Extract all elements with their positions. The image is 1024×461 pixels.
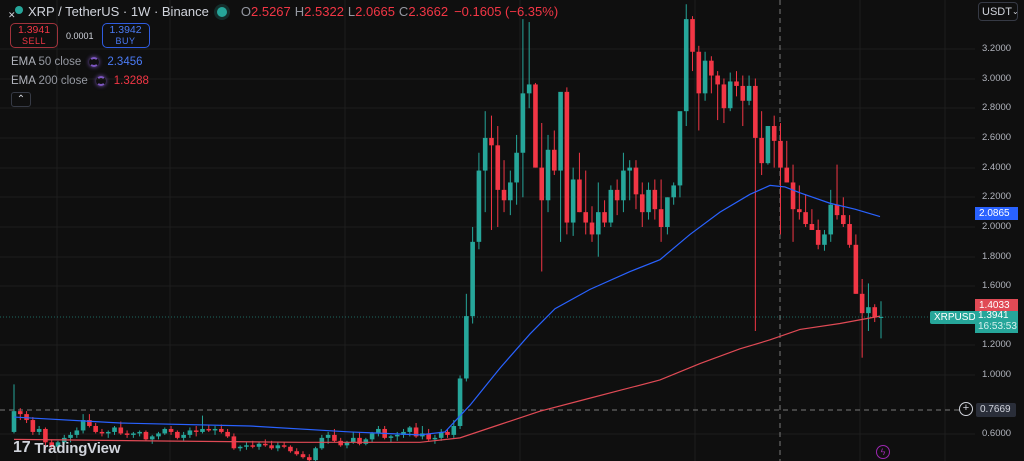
price-axis-label: 1.2000 — [982, 339, 1012, 350]
price-axis-label: 2.2000 — [982, 191, 1012, 202]
price-axis-label: 2.4000 — [982, 162, 1012, 173]
price-axis-label: 1.6000 — [982, 280, 1012, 291]
bar-countdown: 16:53:53 — [978, 320, 1017, 332]
price-axis-label: 1.0000 — [982, 369, 1012, 380]
indicator-ema200[interactable]: EMA 200 close 1.3288 — [11, 75, 149, 87]
ema200-line — [13, 315, 881, 443]
chevron-down-icon: ⌄ — [1011, 7, 1019, 16]
crosshair-price-tag: 0.7669 — [976, 403, 1016, 417]
lightning-icon[interactable]: ϟ — [876, 445, 890, 459]
indicator-value: 1.3288 — [113, 75, 149, 87]
symbol-legend: ✕ XRP / TetherUS · 1W · Binance O 2.5267 … — [8, 4, 559, 21]
indicator-name: EMA 200 close — [11, 75, 88, 87]
loading-loop-icon — [89, 57, 100, 67]
currency-label: USDT — [982, 5, 1012, 18]
price-axis-label: 2.0000 — [982, 221, 1012, 232]
sell-button[interactable]: 1.3941 SELL — [10, 23, 58, 48]
trade-panel: 1.3941 SELL 0.0001 1.3942 BUY — [10, 23, 150, 48]
watermark-text: TradingView — [34, 439, 121, 457]
indicator-value: 2.3456 — [107, 56, 143, 68]
price-axis-label: 0.6000 — [982, 428, 1012, 439]
buy-button[interactable]: 1.3942 BUY — [101, 23, 150, 48]
price-axis-label: 3.0000 — [982, 73, 1012, 84]
close-value: 2.3662 — [408, 4, 449, 19]
high-label: H — [294, 4, 305, 19]
xrp-logo-icon: ✕ — [8, 5, 24, 21]
tradingview-logo-icon: 17 — [13, 439, 31, 456]
sell-price: 1.3941 — [17, 23, 51, 36]
loading-loop-icon — [95, 76, 106, 86]
price-axis-label: 2.8000 — [982, 102, 1012, 113]
market-status-icon[interactable] — [216, 6, 227, 17]
symbol-title[interactable]: XRP / TetherUS · 1W · Binance — [28, 4, 209, 19]
indicator-name: EMA 50 close — [11, 56, 82, 68]
chevron-up-icon: ⌃ — [16, 94, 26, 105]
last-price: 1.3941 — [978, 310, 1009, 321]
price-axis-label: 2.6000 — [982, 132, 1012, 143]
svg-text:✕: ✕ — [8, 11, 16, 19]
chart-grid — [0, 0, 975, 461]
low-label: L — [347, 4, 356, 19]
collapse-legend-button[interactable]: ⌃ — [11, 92, 31, 107]
price-axis-label: 1.8000 — [982, 251, 1012, 262]
sell-label: SELL — [21, 35, 47, 46]
ema50-line — [13, 184, 881, 436]
buy-label: BUY — [115, 35, 136, 46]
last-price-tag: 1.3941 16:53:53 — [975, 310, 1018, 333]
ema200-price-tag: 1.4033 — [975, 299, 1018, 312]
indicator-ema50[interactable]: EMA 50 close 2.3456 — [11, 56, 143, 68]
tradingview-watermark[interactable]: 17 TradingView — [13, 439, 120, 457]
open-label: O — [240, 4, 251, 19]
ema50-price-tag: 2.0865 — [975, 207, 1018, 220]
candlestick-series — [11, 4, 884, 461]
spread-value: 0.0001 — [66, 30, 94, 41]
change-value: −0.1605 (−6.35%) — [454, 4, 559, 19]
add-alert-icon[interactable]: + — [959, 402, 973, 416]
close-label: C — [398, 4, 409, 19]
open-value: 2.5267 — [251, 4, 291, 19]
currency-select[interactable]: USDT ⌄ — [978, 2, 1019, 21]
high-value: 2.5322 — [304, 4, 344, 19]
low-value: 2.0665 — [355, 4, 395, 19]
symbol-tag: XRPUSDT — [930, 311, 986, 324]
buy-price: 1.3942 — [109, 23, 142, 36]
price-axis-label: 3.2000 — [982, 43, 1012, 54]
